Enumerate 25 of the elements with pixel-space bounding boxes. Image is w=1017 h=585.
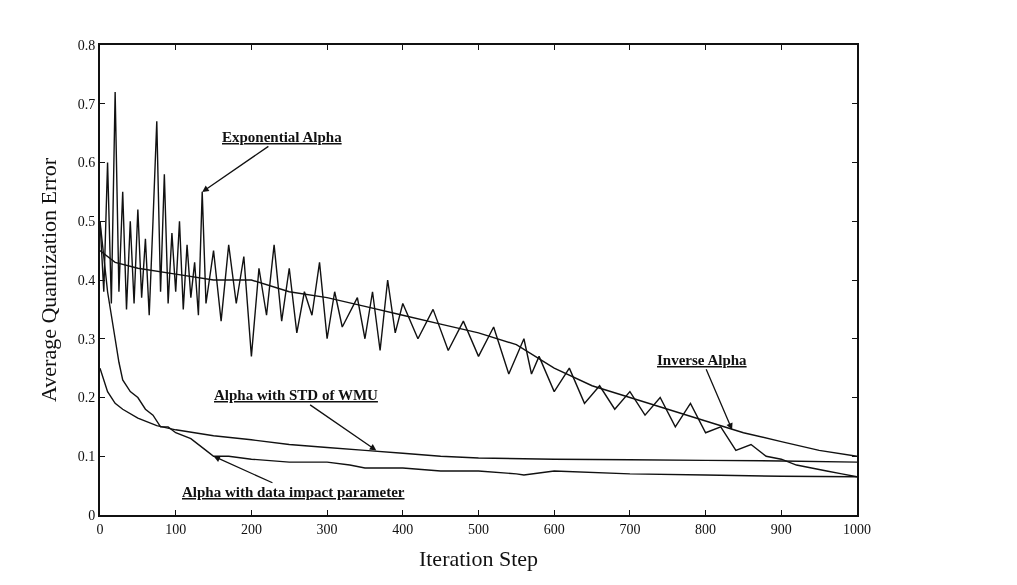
y-tick-label: 0.3 [77,331,96,347]
y-tick-label: 0.5 [77,214,96,230]
x-tick-label: 900 [770,521,792,537]
y-tick-label: 0.7 [77,96,96,112]
annotation: Alpha with data impact parameter [182,484,405,500]
y-axis-title: Average Quantization Error [36,157,61,402]
x-tick-label: 800 [695,521,717,537]
x-tick-label: 600 [543,521,565,537]
y-tick-label: 0.4 [77,272,96,288]
x-tick-label: 100 [165,521,187,537]
y-tick-label: 0.2 [77,390,96,406]
annotation: Inverse Alpha [657,352,748,368]
x-tick-label: 700 [619,521,641,537]
y-tick-label: 0.6 [77,155,96,171]
y-tick-label: 0 [88,507,96,523]
x-axis-title: Iteration Step [418,546,539,572]
annotation: Exponential Alpha [222,129,343,145]
x-tick-label: 300 [316,521,338,537]
x-tick-label: 1000 [843,521,871,537]
y-tick-label: 0.8 [77,37,96,53]
x-tick-label: 500 [468,521,489,537]
annotation: Alpha with STD of WMU [214,387,379,403]
y-tick-label: 0.1 [77,449,96,465]
x-tick-label: 200 [240,521,262,537]
x-tick-label: 400 [392,521,414,537]
